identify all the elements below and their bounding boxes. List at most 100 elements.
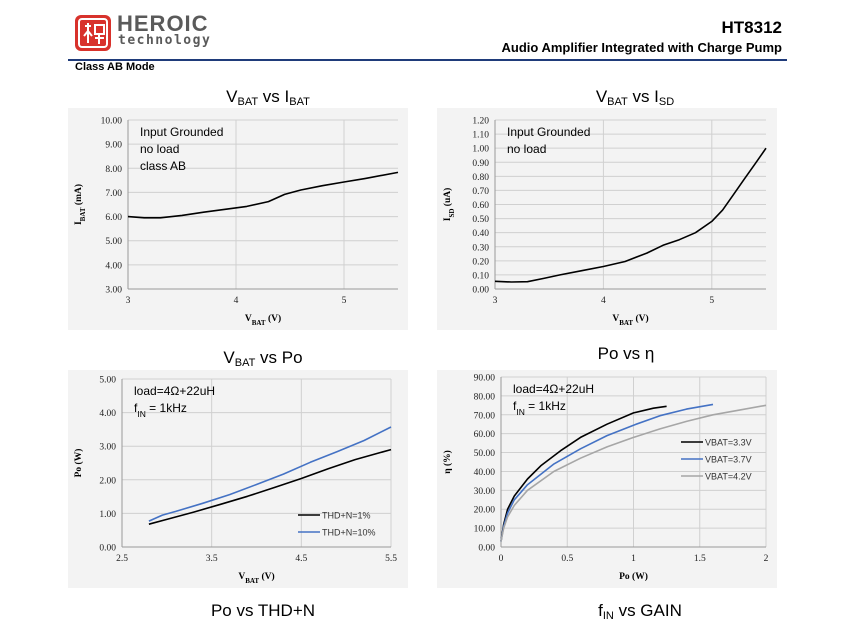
y-tick-label: 0.00 [99,544,116,554]
series-line [494,147,767,283]
document-subtitle: Audio Amplifier Integrated with Charge P… [501,40,782,55]
y-tick-label: 0.60 [472,201,489,211]
chart-vbat-isd: 0.00 0.10 0.20 0.30 0.40 0.50 0.60 0.70 0.80 0.90… [442,117,767,327]
y-tick-label: 5.00 [105,237,122,247]
series-line [500,405,667,542]
legend-label: THD+N=1% [322,511,371,521]
chart-po-eta: 0.00 10.00 20.00 30.00 40.00 50.00 60.00 70.00 8… [442,374,769,583]
y-tick-label: 4.00 [105,261,122,271]
y-tick-label: 10.00 [101,117,123,127]
y-tick-label: 1.10 [472,131,489,141]
y-tick-label: 0.30 [472,243,489,253]
y-tick-label: 0.10 [472,271,489,281]
y-tick-label: 0.00 [472,286,489,296]
x-tick-label: 1 [631,554,636,564]
y-axis-label: η (%) [442,450,453,474]
y-tick-label: 50.00 [474,449,496,459]
legend-label: VBAT=3.3V [705,438,752,448]
series-line [500,403,714,542]
y-tick-label: 90.00 [474,374,496,384]
chart-annotation: fIN = 1kHz [513,399,566,417]
series-line [500,404,767,542]
chart-title-vbat-ibat: VBAT vs IBAT [226,87,310,108]
y-tick-label: 0.50 [472,215,489,225]
x-tick-label: 5 [342,296,347,306]
section-heading: Class AB Mode [75,61,155,73]
y-tick-label: 30.00 [474,487,496,497]
chart-title-po-eta: Po vs η [597,344,655,363]
y-tick-label: 0.90 [472,159,489,169]
brand-name: HEROIC [117,11,209,36]
x-tick-label: 0 [499,554,504,564]
chart-annotation: class AB [140,159,186,173]
x-tick-label: 0.5 [561,554,573,564]
legend-label: VBAT=3.7V [705,455,752,465]
chart-title-vbat-isd: VBAT vs ISD [595,87,675,108]
x-tick-label: 3.5 [206,554,218,564]
y-tick-label: 10.00 [474,525,496,535]
x-tick-label: 3 [126,296,131,306]
y-tick-label: 40.00 [474,468,496,478]
chart-vbat-ibat: 3.00 4.00 5.00 6.00 7.00 8.00 9.00 10.00 3 4 5 VBAT… [73,117,399,327]
y-axis-label: IBAT (mA) [73,184,87,225]
y-tick-label: 5.00 [99,376,116,386]
series-line [148,426,392,522]
chart-annotation: no load [507,142,546,156]
y-tick-label: 0.00 [478,544,495,554]
y-tick-label: 80.00 [474,392,496,402]
y-tick-label: 2.00 [99,476,116,486]
y-tick-label: 1.00 [99,510,116,520]
y-axis-label: Po (W) [73,449,84,478]
legend-label: THD+N=10% [322,528,376,538]
section-title-po-thdn: Po vs THD+N [210,601,316,620]
x-axis-label: VBAT (V) [612,313,648,327]
y-tick-label: 1.00 [472,145,489,155]
y-tick-label: 4.00 [99,409,116,419]
x-tick-label: 4 [601,296,606,306]
brand-subtitle: technology [118,33,212,48]
chart-panel-1 [68,108,408,330]
y-tick-label: 0.20 [472,257,489,267]
y-axis-label: ISD (uA) [442,188,456,222]
legend-label: VBAT=4.2V [705,472,752,482]
chart-panel-4 [437,370,777,588]
y-tick-label: 9.00 [105,141,122,151]
x-tick-label: 5 [709,296,714,306]
chart-vbat-po: 0.00 1.00 2.00 3.00 4.00 5.00 2.5 3.5 4.5 5.5 VBAT… [73,376,397,586]
y-tick-label: 60.00 [474,430,496,440]
y-tick-label: 0.40 [472,229,489,239]
x-axis-label: VBAT (V) [238,571,274,585]
x-tick-label: 3 [493,296,498,306]
part-number: HT8312 [721,18,782,37]
y-tick-label: 70.00 [474,411,496,421]
series-line [148,448,392,525]
chart-annotation: Input Grounded [507,125,590,139]
chart-title-vbat-po: VBAT vs Po [223,348,303,369]
y-tick-label: 3.00 [105,286,122,296]
x-tick-label: 5.5 [385,554,397,564]
chart-annotation: fIN = 1kHz [134,401,187,419]
chart-annotation: Input Grounded [140,125,223,139]
y-tick-label: 6.00 [105,213,122,223]
chart-annotation: load=4Ω+22uH [134,384,215,398]
chart-annotation: no load [140,142,179,156]
logo-icon [75,15,111,51]
x-tick-label: 2 [764,554,769,564]
y-tick-label: 20.00 [474,506,496,516]
header-divider [68,59,787,61]
chart-panel-3 [68,370,408,588]
chart-annotation: load=4Ω+22uH [513,382,594,396]
x-tick-label: 4.5 [295,554,307,564]
x-tick-label: 1.5 [694,554,706,564]
section-title-fin-gain: fIN vs GAIN [598,601,682,622]
x-tick-label: 4 [234,296,239,306]
series-line [127,171,399,219]
x-axis-label: Po (W) [619,571,648,582]
y-tick-label: 7.00 [105,189,122,199]
x-tick-label: 2.5 [116,554,128,564]
x-axis-label: VBAT (V) [245,313,281,327]
y-tick-label: 0.70 [472,187,489,197]
y-tick-label: 1.20 [472,117,489,127]
y-tick-label: 0.80 [472,173,489,183]
y-tick-label: 3.00 [99,443,116,453]
